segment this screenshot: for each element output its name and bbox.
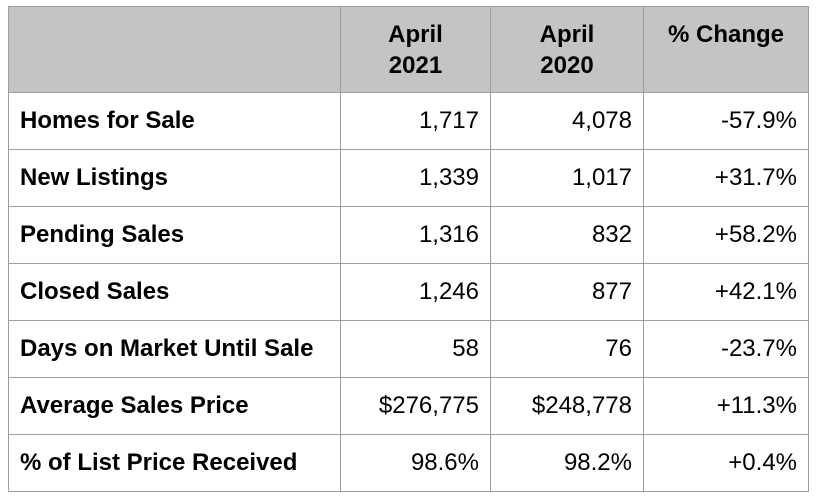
header-april-2020: April 2020 — [490, 6, 644, 93]
table-row: Closed Sales 1,246 877 +42.1% — [8, 263, 809, 321]
table-row: New Listings 1,339 1,017 +31.7% — [8, 149, 809, 207]
header-row: April 2021 April 2020 % Change — [8, 6, 809, 93]
row-label: Closed Sales — [8, 263, 341, 321]
value-2021: 58 — [340, 320, 491, 378]
value-2020: $248,778 — [490, 377, 644, 435]
value-2020: 4,078 — [490, 92, 644, 150]
table-body: Homes for Sale 1,717 4,078 -57.9% New Li… — [8, 92, 809, 492]
header-april-2021-month: April — [388, 21, 443, 48]
header-april-2020-year: 2020 — [540, 52, 594, 79]
header-percent-change: % Change — [643, 6, 809, 93]
value-change: +31.7% — [643, 149, 809, 207]
row-label: Average Sales Price — [8, 377, 341, 435]
table-header: April 2021 April 2020 % Change — [8, 6, 809, 93]
value-2021: 98.6% — [340, 434, 491, 492]
value-2020: 832 — [490, 206, 644, 264]
value-2020: 76 — [490, 320, 644, 378]
value-change: +11.3% — [643, 377, 809, 435]
table-row: Days on Market Until Sale 58 76 -23.7% — [8, 320, 809, 378]
row-label: Homes for Sale — [8, 92, 341, 150]
row-label: % of List Price Received — [8, 434, 341, 492]
table-row: Homes for Sale 1,717 4,078 -57.9% — [8, 92, 809, 150]
value-2021: 1,316 — [340, 206, 491, 264]
market-stats-table: April 2021 April 2020 % Change Homes for… — [8, 6, 809, 492]
value-change: +0.4% — [643, 434, 809, 492]
table-row: % of List Price Received 98.6% 98.2% +0.… — [8, 434, 809, 492]
market-stats-table-container: April 2021 April 2020 % Change Homes for… — [8, 6, 809, 492]
row-label: Days on Market Until Sale — [8, 320, 341, 378]
header-april-2020-month: April — [539, 21, 595, 48]
value-change: -23.7% — [643, 320, 809, 378]
header-april-2021: April 2021 — [340, 6, 491, 93]
value-2021: $276,775 — [340, 377, 491, 435]
value-2020: 877 — [490, 263, 644, 321]
value-change: -57.9% — [643, 92, 809, 150]
table-row: Average Sales Price $276,775 $248,778 +1… — [8, 377, 809, 435]
row-label: New Listings — [8, 149, 341, 207]
table-row: Pending Sales 1,316 832 +58.2% — [8, 206, 809, 264]
row-label: Pending Sales — [8, 206, 341, 264]
value-change: +42.1% — [643, 263, 809, 321]
value-change: +58.2% — [643, 206, 809, 264]
value-2021: 1,339 — [340, 149, 491, 207]
header-label-cell — [8, 6, 341, 93]
value-2020: 1,017 — [490, 149, 644, 207]
value-2020: 98.2% — [490, 434, 644, 492]
value-2021: 1,717 — [340, 92, 491, 150]
header-april-2021-year: 2021 — [388, 52, 443, 79]
value-2021: 1,246 — [340, 263, 491, 321]
